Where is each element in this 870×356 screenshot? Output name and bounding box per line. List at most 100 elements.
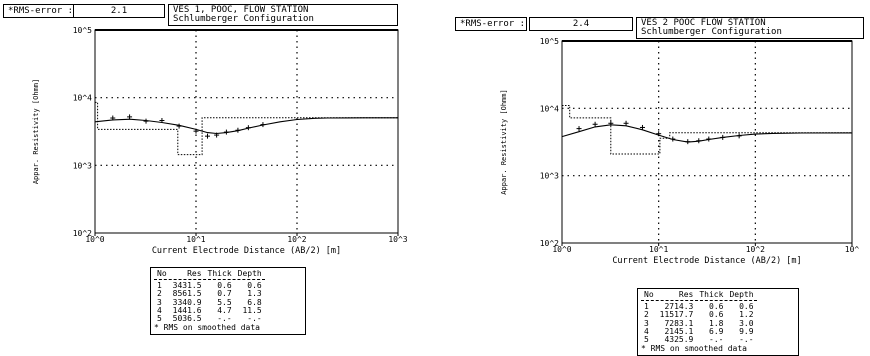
layer-table-cell: 4325.9 [664,335,694,345]
layer-table-row: 3 7283.1 1.8 3.0 [641,318,757,328]
rms-error-value: 2.4 [529,17,633,31]
model-layer-line [562,105,852,155]
layer-table-header-cell: Depth [237,269,262,278]
layer-table-cell: 2714.3 [664,302,694,312]
x-tick-label: 10^3 [388,235,407,244]
layer-table-cell: 5036.5 [172,314,202,324]
layer-table-row: 5 5036.5 -.- -.- [154,314,265,324]
layer-table-row: 2 8561.5 0.7 1.3 [154,290,265,298]
y-tick-label: 10^2 [73,229,92,238]
layer-table-row: 1 2714.3 0.6 0.6 [641,302,757,312]
layer-table-cell: 1 [157,281,162,291]
layer-table-cell: -.- [739,335,754,345]
chart-svg: 10^0 10^1 10^2 10^ 10^2 10^3 10^4 10^5 Current E… [500,37,860,266]
layer-table-cell: 6.9 [709,326,724,336]
layer-table-header-cell: Res [678,290,694,299]
layer-table-cell: 5 [157,314,162,324]
layer-table-cell: 5.5 [217,297,232,307]
chart-title-box: VES 2 POOC FLOW STATION Schlumberger Con… [636,17,864,39]
ves1-panel: *RMS-error : 2.1 VES 1, POOC, FLOW STATI… [0,0,430,356]
plot-frame [561,40,853,244]
observed-point [127,114,133,120]
layer-table-cell: 0.7 [217,289,232,299]
model-layer-line [95,101,398,156]
layer-table-cell: 1.8 [709,318,724,328]
chart-title: VES 1, POOC, FLOW STATION [173,5,309,15]
y-tick-label: 10^4 [540,104,559,113]
ves2-panel: *RMS-error : 2.4 VES 2 POOC FLOW STATION… [440,0,870,356]
layer-table-cell: 0.6 [709,302,724,312]
layer-table-cell: 4 [644,326,649,336]
layer-table-cell: -.- [217,314,232,324]
layer-table-header-cell: No [157,269,167,278]
y-tick-label: 10^4 [73,94,92,103]
layer-table-row: 5 4325.9 -.- -.- [641,335,757,345]
x-axis-label: Current Electrode Distance (AB/2) [m] [152,246,341,256]
layer-table-cell: 4 [157,305,162,315]
observed-point [623,120,629,126]
y-axis-label: Appar. Resistivity [Ohmm] [500,89,508,194]
layer-table-cell: 3 [644,318,649,328]
layer-table: No Res Thick Depth 1 2714.3 0.6 0.6 2 11517.7 0.6 1… [641,290,757,345]
layer-table-cell: 0.6 [217,281,232,291]
layer-table-cell: 11.5 [242,305,262,315]
layer-table-divider [641,300,757,302]
layer-table-cell: 3.0 [739,318,754,328]
layer-table-header-cell: Depth [729,290,754,299]
layer-table-cell: 0.6 [709,310,724,320]
layer-table-cell: 3 [157,297,162,307]
y-tick-label: 10^5 [540,37,559,46]
chart-subtitle: Schlumberger Configuration [641,27,782,37]
x-tick-label: 10^1 [649,245,668,254]
layer-table-header-cell: Thick [699,290,724,299]
layer-table-header: No Res Thick Depth [154,269,265,278]
layer-table-header-cell: Res [187,269,202,278]
layer-table-cell: 1.2 [739,310,754,320]
layer-table-header: No Res Thick Depth [641,290,757,299]
y-tick-label: 10^3 [540,172,559,181]
x-tick-label: 10^2 [287,235,306,244]
layer-table-row: 3 3340.9 5.5 6.8 [154,297,265,307]
layer-table-cell: 1.3 [247,289,262,299]
observed-point [639,124,645,130]
rms-error-label: *RMS-error : [3,4,75,18]
chart-title-box: VES 1, POOC, FLOW STATION Schlumberger C… [168,4,398,26]
layer-table-cell: -.- [709,335,724,345]
layer-table-cell: 0.6 [739,302,754,312]
layer-table-header-cell: No [644,290,654,299]
y-tick-label: 10^5 [73,26,92,35]
rms-error-label: *RMS-error : [455,17,527,31]
x-tick-label: 10^2 [746,245,765,254]
layer-table-cell: 2 [157,289,162,299]
layer-table-cell: 1441.6 [172,305,202,315]
layer-table-divider [154,279,265,281]
layer-table-cell: -.- [247,314,262,324]
x-tick-label: 10^1 [186,235,205,244]
layer-table: No Res Thick Depth 1 3431.5 0.6 0.6 2 8561.5 0.7 1.… [154,269,265,324]
x-tick-label: 10^0 [85,235,104,244]
chart-svg: 10^0 10^1 10^2 10^3 10^2 10^3 10^4 10^5 Current … [32,26,408,256]
observed-point [592,121,598,127]
y-tick-label: 10^3 [73,161,92,170]
rms-error-value: 2.1 [73,4,165,18]
layer-table-cell: 11517.7 [659,310,694,320]
layer-table-cell: 7283.1 [664,318,694,328]
y-axis-label: Appar. Resistivity [Ohmm] [32,79,40,184]
x-axis-label: Current Electrode Distance (AB/2) [m] [612,256,801,266]
layer-table-cell: 4.7 [217,305,232,315]
rms-note: * RMS on smoothed data [641,344,747,354]
plot-frame [94,29,399,234]
layer-table-cell: 8561.5 [172,289,202,299]
y-tick-label: 10^2 [540,239,559,248]
ves1-layer-table: No Res Thick Depth 1 3431.5 0.6 0.6 2 8561.5 0.7 1.… [150,267,306,336]
layer-table-cell: 1 [644,302,649,312]
layer-table-cell: 6.8 [247,297,262,307]
layer-table-cell: 9.9 [739,326,754,336]
layer-table-cell: 2 [644,310,649,320]
ves1-plot: 10^0 10^1 10^2 10^3 10^2 10^3 10^4 10^5 Current … [0,20,430,260]
layer-table-cell: 0.6 [247,281,262,291]
x-tick-label: 10^ [845,245,860,254]
calculated-curve [561,124,853,143]
layer-table-cell: 5 [644,335,649,345]
layer-table-row: 4 2145.1 6.9 9.9 [641,326,757,336]
